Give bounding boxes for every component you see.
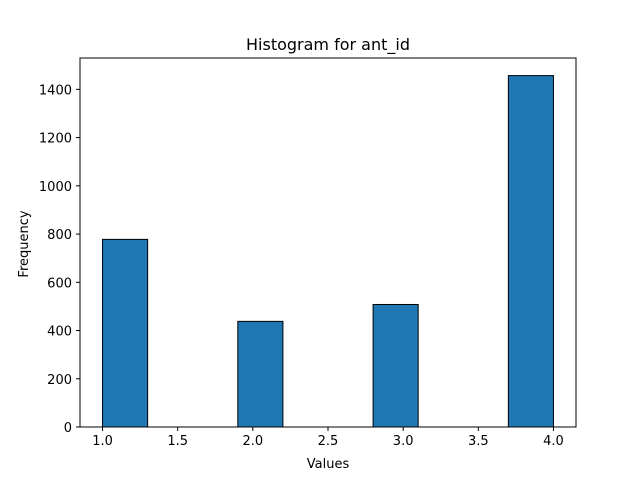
histogram-bar-3: [237, 320, 284, 428]
x-axis-ticks: 1.0 1.5 2.0 2.5 3.0 3.5 4.0: [92, 427, 564, 449]
y-tick-label: 0: [64, 421, 72, 436]
y-tick-label: 200: [47, 373, 72, 388]
histogram-bar-0: [102, 238, 149, 428]
plot-area-frame: [79, 57, 577, 428]
y-axis-ticks: 0 200 400 600 800 1000 1200 1400: [39, 83, 80, 436]
y-tick-label: 600: [47, 276, 72, 291]
y-tick-label: 1200: [39, 132, 72, 147]
y-tick-label: 1400: [39, 83, 72, 98]
x-axis-label: Values: [307, 457, 350, 472]
bars-group: [102, 75, 554, 428]
x-tick-label: 3.0: [393, 434, 414, 449]
histogram-bar-9: [507, 75, 554, 428]
y-axis-label: Frequency: [17, 210, 32, 277]
x-tick-label: 4.0: [543, 434, 564, 449]
x-tick-label: 1.5: [167, 434, 188, 449]
x-tick-label: 2.5: [318, 434, 339, 449]
y-tick-label: 1000: [39, 180, 72, 195]
x-tick-label: 1.0: [92, 434, 113, 449]
y-tick-label: 800: [47, 228, 72, 243]
y-tick-label: 400: [47, 325, 72, 340]
histogram-bar-6: [372, 303, 419, 428]
x-tick-label: 2.0: [243, 434, 264, 449]
x-tick-label: 3.5: [468, 434, 489, 449]
chart-title: Histogram for ant_id: [246, 35, 410, 55]
